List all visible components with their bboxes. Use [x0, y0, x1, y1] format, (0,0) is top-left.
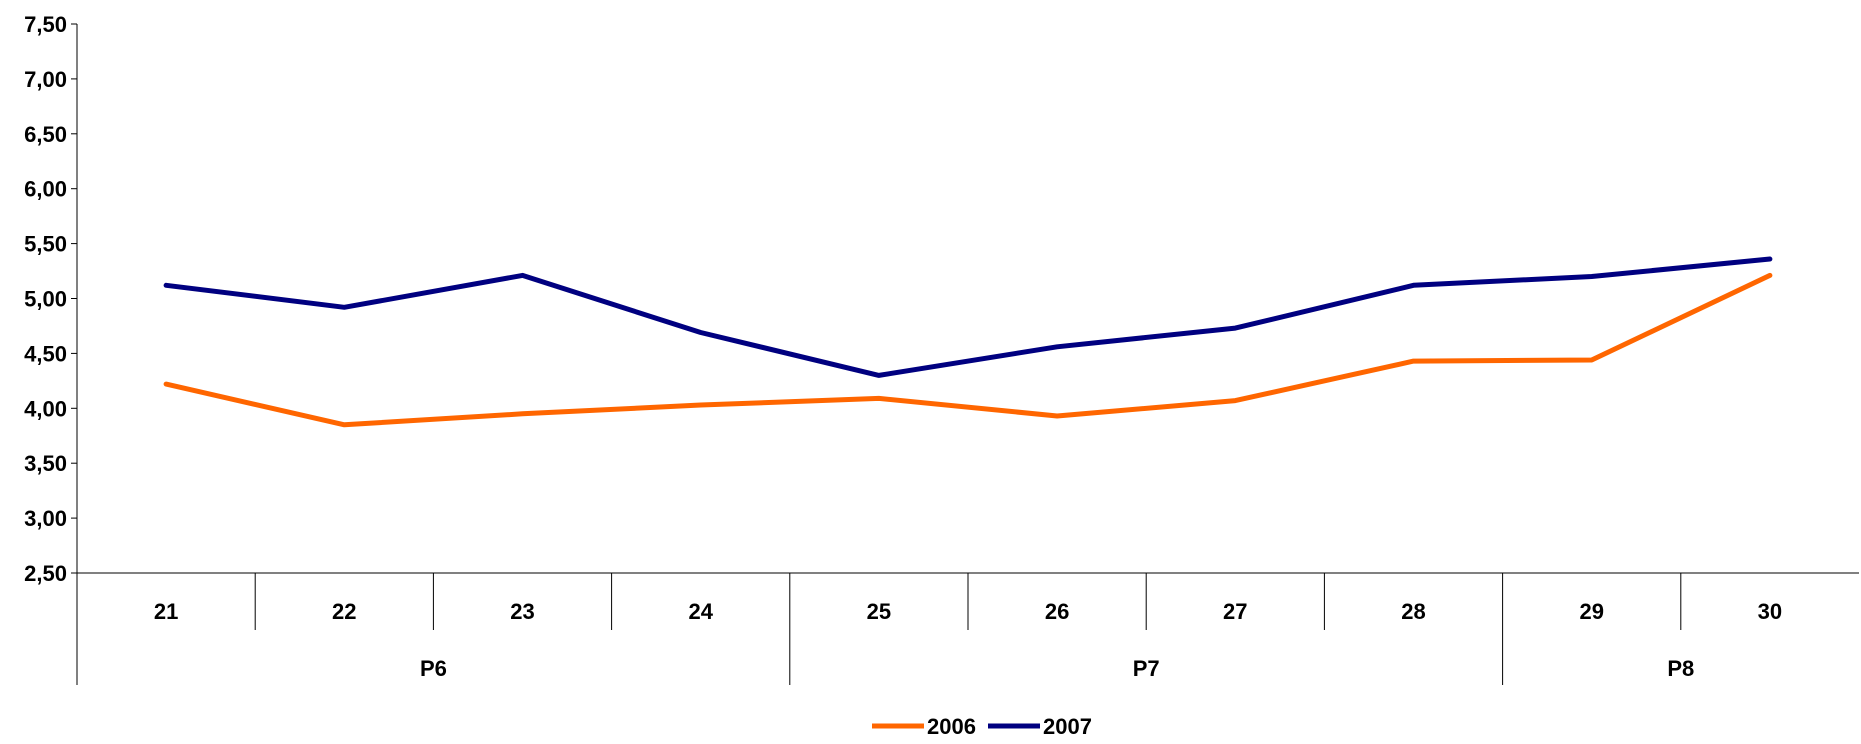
y-tick-label: 7,00	[24, 67, 67, 92]
x-tick-label: 27	[1223, 599, 1247, 624]
legend: 2006 2007	[872, 714, 1092, 739]
series-lines	[163, 256, 1773, 428]
x-tick-label: 29	[1579, 599, 1603, 624]
y-tick-label: 2,50	[24, 561, 67, 586]
legend-label: 2006	[927, 714, 976, 739]
x-tick-label: 28	[1401, 599, 1425, 624]
x-tick-label: 22	[332, 599, 356, 624]
series-line-2007	[163, 256, 1773, 378]
y-tick-label: 4,50	[24, 341, 67, 366]
y-axis-ticks: 2,50 3,00 3,50 4,00 4,50 5,00 5,50 6,00 6,50 7,00…	[24, 12, 77, 586]
x-axis-groups: P6 P7 P8	[420, 656, 1694, 681]
y-tick-label: 7,50	[24, 12, 67, 37]
x-tick-label: 24	[688, 599, 713, 624]
x-group-label: P7	[1133, 656, 1160, 681]
x-group-label: P6	[420, 656, 447, 681]
legend-label: 2007	[1043, 714, 1092, 739]
y-tick-label: 5,00	[24, 287, 67, 312]
y-tick-label: 3,00	[24, 506, 67, 531]
x-tick-label: 23	[510, 599, 534, 624]
y-tick-label: 6,00	[24, 177, 67, 202]
axes	[76, 24, 1859, 574]
x-tick-label: 21	[154, 599, 178, 624]
y-tick-label: 4,00	[24, 396, 67, 421]
x-tick-label: 25	[867, 599, 891, 624]
series-line-2006	[163, 272, 1773, 428]
x-tick-label: 26	[1045, 599, 1069, 624]
y-tick-label: 6,50	[24, 122, 67, 147]
y-tick-label: 3,50	[24, 451, 67, 476]
x-tick-label: 30	[1758, 599, 1782, 624]
y-tick-label: 5,50	[24, 232, 67, 257]
x-axis-categories: 21 22 23 24 25 26 27 28 29 30	[76, 573, 1782, 685]
x-group-label: P8	[1667, 656, 1694, 681]
